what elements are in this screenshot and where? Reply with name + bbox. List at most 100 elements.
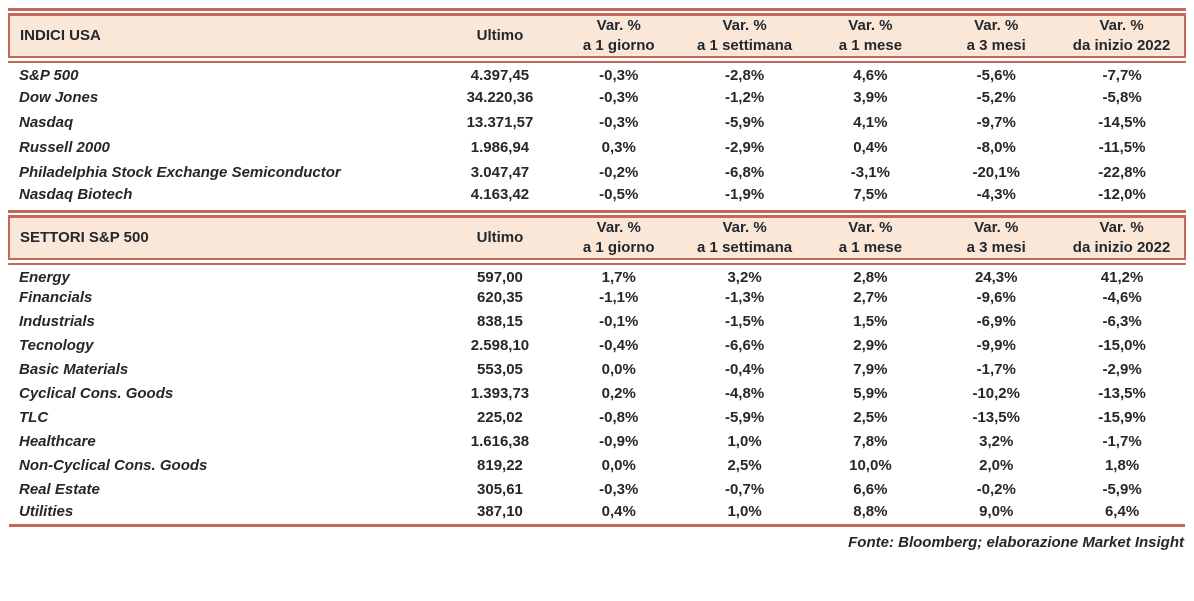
cell-ytd: -1,7% xyxy=(1102,433,1142,450)
cell-d1: -1,1% xyxy=(599,289,639,306)
cell-m3: 24,3% xyxy=(974,268,1018,286)
row-label: Industrials xyxy=(19,313,95,330)
cell-ultimo: 819,22 xyxy=(477,457,523,474)
cell-d1: -0,3% xyxy=(599,88,639,106)
row-label: Cyclical Cons. Goods xyxy=(19,385,174,402)
cell-m3: -5,6% xyxy=(976,67,1016,85)
column-header-var-1-mese: Var. % a 1 mese xyxy=(807,8,934,63)
cell-ultimo: 597,00 xyxy=(477,268,523,286)
column-header-line2: a 1 giorno xyxy=(582,238,655,256)
row-label: Financials xyxy=(19,289,93,306)
cell-d1: -0,4% xyxy=(599,337,639,354)
cell-d1: -0,3% xyxy=(599,67,639,85)
cell-d1: -0,9% xyxy=(599,433,639,450)
table-row: Nasdaq Biotech 4.163,42 -0,5% -1,9% 7,5% -4,3… xyxy=(9,185,1185,210)
cell-ytd: -4,6% xyxy=(1102,289,1142,306)
table-row: Dow Jones 34.220,36 -0,3% -1,2% 3,9% -5,2% -5,… xyxy=(9,85,1185,110)
cell-w1: 3,2% xyxy=(727,268,762,286)
cell-m3: -0,2% xyxy=(976,481,1016,498)
cell-m3: -9,9% xyxy=(976,337,1016,354)
cell-m1: 3,9% xyxy=(853,88,888,106)
cell-m1: 4,6% xyxy=(853,67,888,85)
table-row: Industrials 838,15 -0,1% -1,5% 1,5% -6,9% -6,3… xyxy=(9,310,1185,334)
cell-ytd: -7,7% xyxy=(1102,67,1142,85)
cell-d1: -0,3% xyxy=(599,481,639,498)
cell-m1: 2,9% xyxy=(853,337,888,354)
table-row: Utilities 387,10 0,4% 1,0% 8,8% 9,0% 6,4% xyxy=(9,501,1185,527)
cell-d1: -0,3% xyxy=(599,113,639,131)
row-label: Non-Cyclical Cons. Goods xyxy=(19,457,208,474)
column-header-line1: Var. % xyxy=(1099,17,1144,34)
cell-m3: -4,3% xyxy=(976,186,1016,203)
cell-d1: 0,0% xyxy=(601,361,636,378)
cell-m1: 8,8% xyxy=(807,501,934,527)
row-label: Philadelphia Stock Exchange Semiconducto… xyxy=(19,163,341,181)
cell-m3: 3,2% xyxy=(979,433,1014,450)
cell-ultimo: 1.616,38 xyxy=(470,433,530,450)
cell-w1: -1,5% xyxy=(724,313,765,330)
cell-d1: 1,7% xyxy=(601,268,636,286)
cell-w1: -1,2% xyxy=(724,88,765,106)
table-row: Non-Cyclical Cons. Goods 819,22 0,0% 2,5% 10… xyxy=(9,454,1185,478)
column-header-line2: a 1 mese xyxy=(838,37,903,54)
cell-ultimo: 225,02 xyxy=(477,409,523,426)
cell-ytd: -13,5% xyxy=(1098,385,1146,402)
cell-w1: -1,9% xyxy=(724,186,765,203)
cell-w1: -1,3% xyxy=(724,289,765,306)
column-header-var-da-inizio-2022: Var. % da inizio 2022 xyxy=(1059,8,1186,63)
table-row: Russell 2000 1.986,94 0,3% -2,9% 0,4% -8,0% -1… xyxy=(9,135,1185,160)
column-header-line2: da inizio 2022 xyxy=(1072,238,1171,256)
row-label: Real Estate xyxy=(19,481,100,498)
row-label: Utilities xyxy=(9,501,445,527)
row-label: Basic Materials xyxy=(19,361,129,378)
table-row: Energy 597,00 1,7% 3,2% 2,8% 24,3% 41,2% xyxy=(9,261,1185,286)
cell-m1: -3,1% xyxy=(850,163,890,181)
cell-m3: -20,1% xyxy=(972,163,1020,181)
cell-ultimo: 620,35 xyxy=(477,289,523,306)
column-header-var-3-mesi: Var. % a 3 mesi xyxy=(933,8,1060,63)
cell-ultimo: 838,15 xyxy=(477,313,523,330)
column-header-line2: a 3 mesi xyxy=(966,37,1026,54)
column-header-var-da-inizio-2022: Var. % da inizio 2022 xyxy=(1059,209,1186,265)
table-row: Cyclical Cons. Goods 1.393,73 0,2% -4,8% 5,9… xyxy=(9,382,1185,406)
column-header-line2: a 1 settimana xyxy=(697,238,793,256)
table-row: Healthcare 1.616,38 -0,9% 1,0% 7,8% 3,2% -1,7% xyxy=(9,430,1185,454)
cell-ultimo: 553,05 xyxy=(477,361,523,378)
cell-m3: 2,0% xyxy=(979,457,1014,474)
table-row: Tecnology 2.598,10 -0,4% -6,6% 2,9% -9,9% -15,… xyxy=(9,334,1185,358)
column-header-line1: Var. % xyxy=(722,17,767,34)
column-header-line2: a 1 mese xyxy=(838,238,903,256)
cell-m1: 6,6% xyxy=(853,481,888,498)
cell-w1: -6,8% xyxy=(724,163,765,181)
cell-m1: 0,4% xyxy=(853,138,888,156)
row-label: S&P 500 xyxy=(19,67,79,85)
cell-m3: -8,0% xyxy=(976,138,1016,156)
cell-d1: 0,3% xyxy=(601,138,636,156)
cell-m1: 7,5% xyxy=(853,186,888,203)
column-header-line1: Var. % xyxy=(596,218,641,236)
cell-m1: 2,8% xyxy=(853,268,888,286)
cell-m3: -9,6% xyxy=(976,289,1016,306)
column-header-line1: Var. % xyxy=(974,218,1019,236)
column-header-line2: a 3 mesi xyxy=(966,238,1026,256)
cell-w1: -2,8% xyxy=(724,67,765,85)
cell-w1: -5,9% xyxy=(724,113,765,131)
row-label: TLC xyxy=(19,409,49,426)
cell-w1: 2,5% xyxy=(727,457,762,474)
row-label: Energy xyxy=(19,268,70,286)
cell-ultimo: 1.986,94 xyxy=(470,138,530,156)
cell-m1: 5,9% xyxy=(853,385,888,402)
cell-m1: 2,5% xyxy=(853,409,888,426)
column-header-ultimo: Ultimo xyxy=(444,209,556,265)
row-label: Dow Jones xyxy=(19,88,99,106)
cell-m3: -1,7% xyxy=(976,361,1016,378)
table-settori-sp500: SETTORI S&P 500 Ultimo Var. % a 1 giorno… xyxy=(7,209,1186,527)
cell-m1: 2,7% xyxy=(853,289,888,306)
table-title-indici-usa: INDICI USA xyxy=(7,8,445,63)
cell-w1: -4,8% xyxy=(724,385,765,402)
cell-d1: 0,4% xyxy=(555,501,682,527)
cell-d1: -0,8% xyxy=(599,409,639,426)
table-row: Financials 620,35 -1,1% -1,3% 2,7% -9,6% -4,6% xyxy=(9,286,1185,310)
cell-ytd: -11,5% xyxy=(1098,138,1146,156)
column-header-var-1-settimana: Var. % a 1 settimana xyxy=(681,8,808,63)
